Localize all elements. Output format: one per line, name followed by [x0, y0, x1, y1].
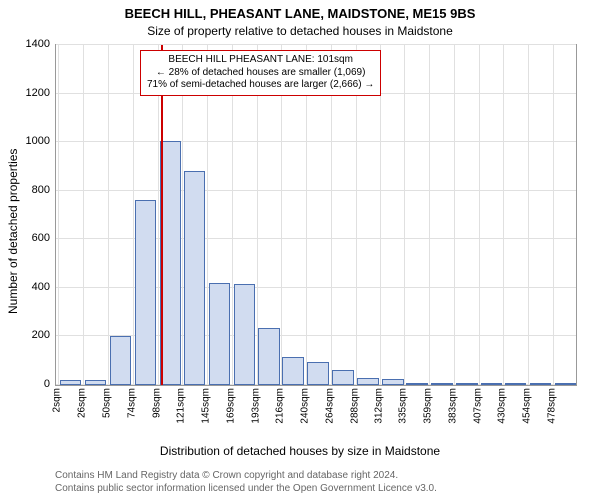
histogram-bar	[530, 383, 551, 385]
x-tick-label: 312sqm	[374, 388, 385, 424]
x-tick-label: 50sqm	[102, 388, 113, 418]
gridline-v	[380, 45, 381, 385]
footer-line-1: Contains HM Land Registry data © Crown c…	[55, 470, 398, 481]
histogram-bar	[282, 357, 303, 385]
gridline-h	[56, 190, 576, 191]
gridline-v	[553, 45, 554, 385]
histogram-bar	[431, 383, 452, 385]
histogram-bar	[110, 336, 131, 385]
gridline-v	[83, 45, 84, 385]
x-tick-label: 216sqm	[274, 388, 285, 424]
x-tick-label: 240sqm	[299, 388, 310, 424]
histogram-bar	[406, 383, 427, 385]
gridline-v	[58, 45, 59, 385]
y-tick-label: 800	[2, 184, 50, 196]
y-tick-label: 1200	[2, 87, 50, 99]
histogram-bar	[505, 383, 526, 385]
gridline-h	[56, 141, 576, 142]
x-tick-label: 264sqm	[324, 388, 335, 424]
x-tick-label: 430sqm	[497, 388, 508, 424]
x-axis-label: Distribution of detached houses by size …	[0, 444, 600, 458]
y-tick-label: 1400	[2, 38, 50, 50]
histogram-bar	[481, 383, 502, 385]
x-tick-label: 2sqm	[52, 388, 63, 412]
gridline-v	[429, 45, 430, 385]
histogram-bar	[332, 370, 353, 385]
chart-title: BEECH HILL, PHEASANT LANE, MAIDSTONE, ME…	[0, 6, 600, 21]
gridline-h	[56, 44, 576, 45]
y-tick-label: 600	[2, 232, 50, 244]
chart-subtitle: Size of property relative to detached ho…	[0, 24, 600, 38]
gridline-v	[108, 45, 109, 385]
x-tick-label: 193sqm	[250, 388, 261, 424]
x-tick-label: 98sqm	[151, 388, 162, 418]
x-tick-label: 121sqm	[175, 388, 186, 424]
histogram-bar	[555, 383, 576, 385]
histogram-bar	[382, 379, 403, 385]
gridline-v	[503, 45, 504, 385]
x-tick-label: 145sqm	[200, 388, 211, 424]
annotation-line: 71% of semi-detached houses are larger (…	[147, 79, 374, 92]
gridline-v	[356, 45, 357, 385]
annotation-box: BEECH HILL PHEASANT LANE: 101sqm← 28% of…	[140, 50, 381, 96]
x-tick-label: 169sqm	[225, 388, 236, 424]
gridline-v	[281, 45, 282, 385]
x-tick-label: 288sqm	[349, 388, 360, 424]
gridline-v	[479, 45, 480, 385]
histogram-bar	[135, 200, 156, 385]
histogram-bar	[184, 171, 205, 385]
x-tick-label: 26sqm	[77, 388, 88, 418]
footer-line-2: Contains public sector information licen…	[55, 483, 437, 494]
x-tick-label: 359sqm	[423, 388, 434, 424]
x-tick-label: 74sqm	[126, 388, 137, 418]
gridline-v	[331, 45, 332, 385]
x-tick-label: 454sqm	[522, 388, 533, 424]
histogram-bar	[456, 383, 477, 385]
histogram-bar	[85, 380, 106, 385]
histogram-bar	[307, 362, 328, 385]
x-tick-label: 407sqm	[473, 388, 484, 424]
y-tick-label: 1000	[2, 135, 50, 147]
chart-container: BEECH HILL, PHEASANT LANE, MAIDSTONE, ME…	[0, 0, 600, 500]
x-tick-label: 335sqm	[398, 388, 409, 424]
gridline-v	[404, 45, 405, 385]
histogram-bar	[357, 378, 378, 385]
annotation-line: BEECH HILL PHEASANT LANE: 101sqm	[147, 54, 374, 67]
y-tick-label: 200	[2, 329, 50, 341]
gridline-v	[306, 45, 307, 385]
y-tick-label: 400	[2, 281, 50, 293]
histogram-bar	[60, 380, 81, 385]
gridline-v	[454, 45, 455, 385]
gridline-v	[528, 45, 529, 385]
x-tick-label: 383sqm	[448, 388, 459, 424]
histogram-bar	[234, 284, 255, 385]
annotation-line: ← 28% of detached houses are smaller (1,…	[147, 67, 374, 80]
reference-line	[161, 45, 163, 385]
x-tick-label: 478sqm	[547, 388, 558, 424]
histogram-bar	[258, 328, 279, 385]
y-tick-label: 0	[2, 378, 50, 390]
histogram-bar	[209, 283, 230, 385]
